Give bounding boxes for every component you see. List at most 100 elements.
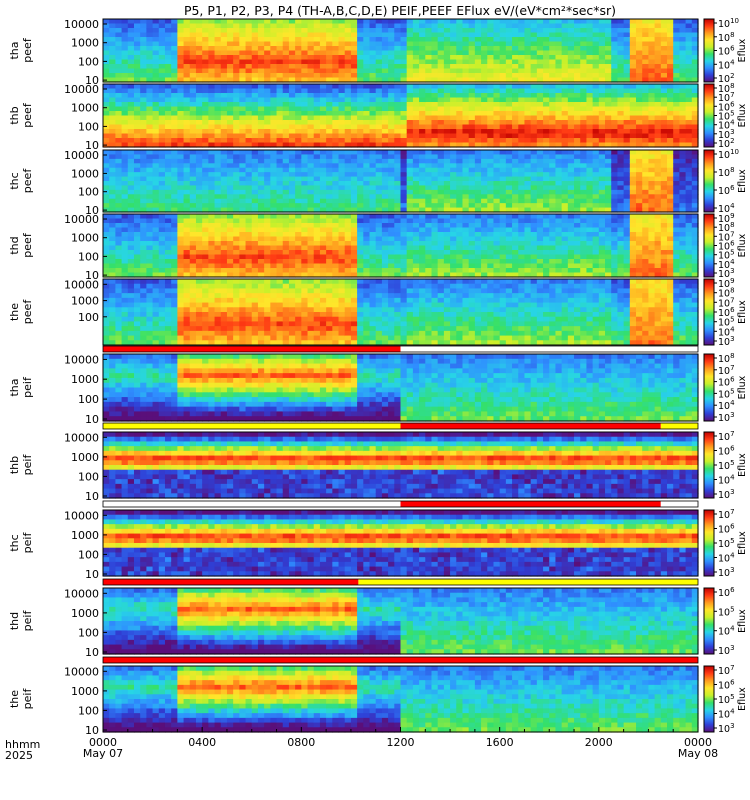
panel-probe-label: thc bbox=[8, 172, 21, 189]
y-tick-label: 100 bbox=[78, 186, 99, 199]
heatmap-cells bbox=[103, 84, 699, 148]
panel-probe-label: thd bbox=[8, 612, 21, 630]
y-tick-label: 10000 bbox=[64, 431, 99, 444]
y-tick-label: 1000 bbox=[71, 37, 99, 50]
colorbar-tick-label: 106 bbox=[718, 306, 735, 319]
panel-product-label: peif bbox=[21, 376, 34, 398]
panel-product-label: peef bbox=[21, 299, 34, 325]
panel-probe-label: the bbox=[8, 690, 21, 708]
y-tick-label: 10 bbox=[85, 568, 99, 581]
y-tick-label: 100 bbox=[78, 548, 99, 561]
panel-product-label: peef bbox=[21, 168, 34, 194]
y-tick-label: 10 bbox=[85, 74, 99, 87]
flag-bar bbox=[102, 422, 699, 430]
y-tick-label: 10000 bbox=[64, 353, 99, 366]
colorbar-gradient bbox=[703, 431, 715, 499]
heatmap-cells bbox=[103, 588, 699, 655]
colorbar-gradient bbox=[703, 665, 715, 733]
x-tick-label: 0000 bbox=[89, 736, 117, 749]
colorbar-tick-label: 103 bbox=[718, 722, 735, 735]
colorbar-tick-label: 108 bbox=[718, 166, 735, 179]
panel-frame bbox=[102, 587, 699, 655]
panel-the-peef: the peef 10000 1000 100 109108107106105104103… bbox=[8, 277, 748, 348]
panel-frame bbox=[102, 509, 699, 577]
colorbar-tick-label: 105 bbox=[718, 605, 735, 618]
y-tick-label: 1000 bbox=[71, 102, 99, 115]
x-tick-label: 0800 bbox=[287, 736, 315, 749]
colorbar-tick-label: 107 bbox=[718, 508, 735, 521]
colorbar-gradient bbox=[703, 83, 715, 148]
colorbar-tick-label: 105 bbox=[718, 387, 735, 400]
figure-title: P5, P1, P2, P3, P4 (TH-A,B,C,D,E) PEIF,P… bbox=[184, 3, 616, 18]
colorbar-tick-label: 109 bbox=[718, 212, 735, 225]
colorbar-tick-label: 104 bbox=[718, 708, 735, 721]
colorbar-tick-label: 105 bbox=[718, 249, 735, 262]
colorbar-gradient bbox=[703, 587, 715, 655]
panel-frame bbox=[102, 213, 699, 278]
x-tick-label: 1200 bbox=[387, 736, 415, 749]
y-tick-label: 1000 bbox=[71, 451, 99, 464]
y-tick-label: 100 bbox=[78, 704, 99, 717]
panel-product-label: peif bbox=[21, 610, 34, 632]
colorbar-tick-label: 103 bbox=[718, 488, 735, 501]
panel-product-label: peef bbox=[21, 102, 34, 128]
colorbar-tick-label: 107 bbox=[718, 364, 735, 377]
flag-bars bbox=[102, 345, 699, 664]
y-tick-label: 10 bbox=[85, 413, 99, 426]
y-tick-label: 10000 bbox=[64, 18, 99, 31]
panel-probe-label: tha bbox=[8, 41, 21, 59]
panel-product-label: peef bbox=[21, 232, 34, 258]
y-tick-label: 10 bbox=[85, 490, 99, 503]
y-tick-label: 1000 bbox=[71, 685, 99, 698]
heatmap-cells bbox=[103, 19, 699, 83]
colorbar-tick-label: 106 bbox=[718, 100, 735, 113]
colorbar-tick-label: 106 bbox=[718, 45, 735, 58]
colorbar-tick-label: 105 bbox=[718, 110, 735, 123]
colorbar-tick-label: 104 bbox=[718, 58, 735, 71]
colorbar-tick-label: 103 bbox=[718, 411, 735, 424]
colorbar-tick-label: 108 bbox=[718, 82, 735, 95]
panel-probe-label: the bbox=[8, 303, 21, 321]
y-tick-label: 100 bbox=[78, 120, 99, 133]
colorbar-tick-label: 105 bbox=[718, 537, 735, 550]
x-tick-label: 2000 bbox=[585, 736, 613, 749]
y-tick-label: 1000 bbox=[71, 373, 99, 386]
colorbar-label: Eflux bbox=[737, 300, 748, 324]
panel-stack: tha peef100001000100101010108106104102Efl… bbox=[8, 17, 748, 737]
panel-thb-peef: thb peef 10000 1000 100 10 1081071061051041031… bbox=[8, 82, 748, 152]
flag-bar bbox=[102, 656, 699, 664]
colorbar-tick-label: 105 bbox=[718, 459, 735, 472]
panel-probe-label: tha bbox=[8, 378, 21, 396]
colorbar-tick-label: 108 bbox=[718, 287, 735, 300]
colorbar-tick-label: 104 bbox=[718, 119, 735, 132]
colorbar-tick-label: 105 bbox=[718, 316, 735, 329]
colorbar-tick-label: 106 bbox=[718, 445, 735, 458]
y-tick-label: 10000 bbox=[64, 509, 99, 522]
panel-product-label: peef bbox=[21, 37, 34, 63]
panel-frame bbox=[102, 18, 699, 83]
colorbar-label: Eflux bbox=[737, 609, 748, 633]
colorbar-label: Eflux bbox=[737, 38, 748, 62]
colorbar-tick-label: 103 bbox=[718, 566, 735, 579]
panel-frame bbox=[102, 278, 699, 346]
colorbar-tick-label: 107 bbox=[718, 664, 735, 677]
y-tick-label: 10 bbox=[85, 139, 99, 152]
colorbar-gradient bbox=[703, 509, 715, 577]
colorbar-tick-label: 104 bbox=[718, 625, 735, 638]
colorbar-tick-label: 104 bbox=[718, 202, 735, 215]
colorbar-tick-label: 102 bbox=[718, 137, 735, 150]
colorbar-tick-label: 107 bbox=[718, 296, 735, 309]
y-tick-label: 10000 bbox=[64, 83, 99, 96]
colorbar-tick-label: 106 bbox=[718, 376, 735, 389]
panel-probe-label: thb bbox=[8, 456, 21, 474]
